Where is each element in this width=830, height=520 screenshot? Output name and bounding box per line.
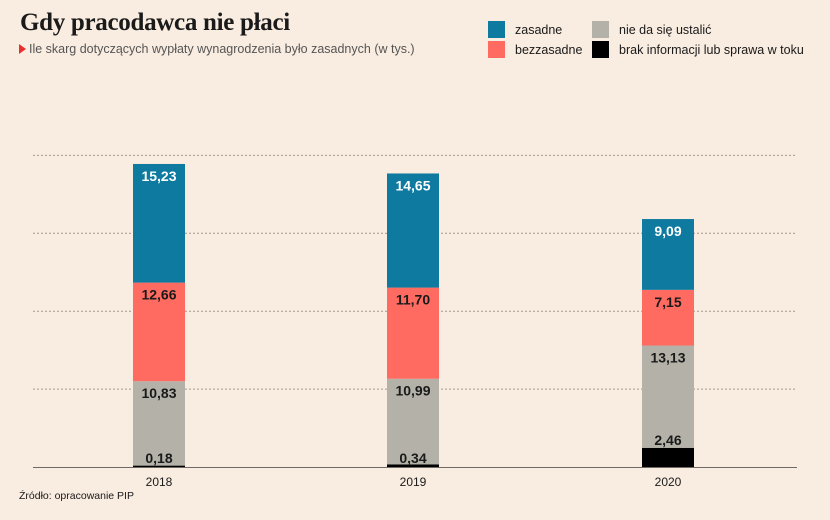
- x-tick-label: 2019: [400, 475, 427, 489]
- x-tick-label: 2020: [655, 475, 682, 489]
- bar-segment-zasadne: [642, 219, 694, 290]
- legend-item-nie-da-sie-ustalic: nie da się ustalić: [592, 21, 711, 38]
- x-tick-label: 2018: [146, 475, 173, 489]
- bar-segment-zasadne: [387, 173, 439, 288]
- bar-segment-nie-da-sie-ustalic: [133, 381, 185, 466]
- data-label: 11,70: [396, 292, 430, 308]
- legend-item-zasadne: zasadne: [488, 21, 562, 38]
- data-label: 13,13: [650, 350, 685, 366]
- data-label: 0,18: [145, 450, 172, 466]
- data-label: 9,09: [654, 223, 681, 239]
- data-label: 7,15: [654, 294, 681, 310]
- legend-label-bezzasadne: bezzasadne: [515, 42, 583, 57]
- legend-swatch-brak-informacji: [592, 41, 609, 58]
- red-triangle-icon: [19, 44, 26, 54]
- data-label: 12,66: [141, 287, 176, 303]
- legend-swatch-bezzasadne: [488, 41, 505, 58]
- bar-segment-nie-da-sie-ustalic: [642, 345, 694, 448]
- bar-segment-zasadne: [133, 163, 185, 283]
- bar-segment-brak-informacji: [133, 465, 185, 467]
- legend-swatch-nie-da-sie-ustalic: [592, 21, 609, 38]
- legend-label-zasadne: zasadne: [515, 22, 563, 37]
- bar-segment-brak-informacji: [642, 447, 694, 467]
- data-label: 10,99: [395, 383, 430, 399]
- data-label: 14,65: [395, 177, 430, 193]
- data-label: 10,83: [141, 385, 176, 401]
- bar-segment-bezzasadne: [133, 282, 185, 382]
- data-label: 2,46: [654, 432, 681, 448]
- chart-subtitle: Ile skarg dotyczących wypłaty wynagrodze…: [19, 42, 415, 56]
- legend-swatch-zasadne: [488, 21, 505, 38]
- source-note: Źródło: opracowanie PIP: [19, 490, 134, 502]
- bar-segment-brak-informacji: [387, 464, 439, 467]
- bar-segment-bezzasadne: [387, 287, 439, 379]
- legend-label-nie-da-sie-ustalic: nie da się ustalić: [619, 22, 712, 37]
- data-label: 0,34: [399, 450, 426, 466]
- legend-label-brak-informacji: brak informacji lub sprawa w toku: [619, 42, 804, 57]
- legend-item-bezzasadne: bezzasadne: [488, 41, 582, 58]
- data-label: 15,23: [141, 168, 176, 184]
- bar-segment-nie-da-sie-ustalic: [387, 378, 439, 465]
- subtitle-text: Ile skarg dotyczących wypłaty wynagrodze…: [29, 42, 415, 56]
- chart-title: Gdy pracodawca nie płaci: [20, 9, 290, 36]
- legend-item-brak-informacji: brak informacji lub sprawa w toku: [592, 41, 804, 58]
- bar-segment-bezzasadne: [642, 289, 694, 346]
